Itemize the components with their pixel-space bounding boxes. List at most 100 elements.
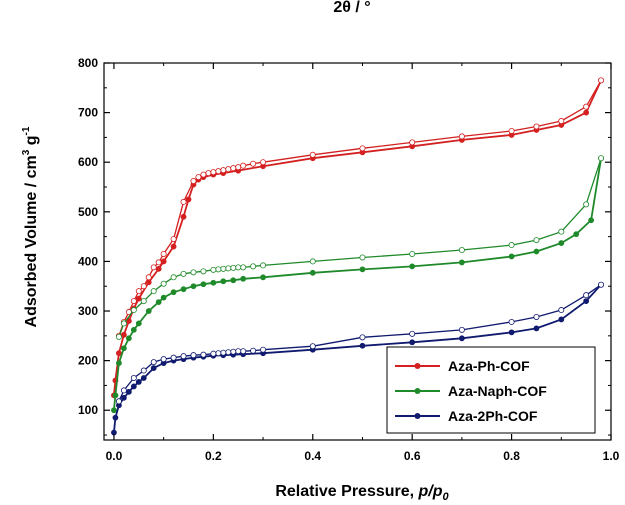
desorption-point-aza-ph-cof	[170, 236, 177, 243]
y-axis-title-superscript-minus1: -1	[21, 126, 32, 135]
desorption-point-aza-2ph-cof	[115, 398, 122, 405]
desorption-point-aza-2ph-cof	[359, 334, 366, 341]
desorption-point-aza-ph-cof	[235, 164, 242, 171]
desorption-point-aza-naph-cof	[130, 307, 137, 314]
desorption-point-aza-2ph-cof	[190, 352, 197, 359]
top-cutoff-label: 2θ / °	[333, 0, 370, 16]
x-tick-label: 0.8	[503, 449, 520, 463]
desorption-point-aza-ph-cof	[533, 123, 540, 130]
desorption-point-aza-naph-cof	[309, 258, 316, 265]
adsorption-point-aza-naph-cof	[135, 320, 142, 327]
adsorption-point-aza-naph-cof	[458, 259, 465, 266]
desorption-point-aza-naph-cof	[250, 263, 257, 270]
desorption-point-aza-2ph-cof	[130, 374, 137, 381]
adsorption-point-aza-naph-cof	[309, 269, 316, 276]
desorption-point-aza-naph-cof	[180, 270, 187, 277]
desorption-point-aza-naph-cof	[583, 201, 590, 208]
desorption-point-aza-naph-cof	[120, 320, 127, 327]
y-tick-label: 600	[78, 155, 98, 169]
adsorption-point-aza-naph-cof	[240, 275, 247, 282]
desorption-point-aza-ph-cof	[190, 178, 197, 185]
axes: 0.0 0.2 0.4 0.6 0.8 1.0 100 200 300 400 500 600 700 8…	[78, 56, 620, 463]
adsorption-point-aza-ph-cof	[170, 243, 177, 250]
legend-swatch-marker	[414, 388, 421, 394]
adsorption-point-aza-naph-cof	[190, 283, 197, 290]
legend-label: Aza-Ph-COF	[448, 358, 530, 374]
adsorption-point-aza-2ph-cof	[120, 394, 127, 401]
adsorption-point-aza-ph-cof	[120, 331, 127, 338]
legend-label: Aza-2Ph-COF	[448, 408, 538, 424]
desorption-point-aza-naph-cof	[170, 274, 177, 281]
adsorption-point-aza-2ph-cof	[125, 388, 132, 395]
desorption-point-aza-2ph-cof	[260, 346, 267, 353]
desorption-point-aza-naph-cof	[150, 288, 157, 295]
desorption-point-aza-naph-cof	[190, 269, 197, 276]
desorption-point-aza-ph-cof	[125, 309, 132, 316]
adsorption-point-aza-ph-cof	[185, 196, 192, 203]
desorption-point-aza-2ph-cof	[458, 326, 465, 333]
desorption-point-aza-2ph-cof	[215, 350, 222, 357]
desorption-point-aza-naph-cof	[508, 242, 515, 249]
desorption-point-aza-ph-cof	[130, 298, 137, 305]
desorption-point-aza-naph-cof	[598, 155, 605, 162]
x-axis-title-subscript: 0	[443, 491, 450, 503]
x-axis-title-text: Relative Pressure,	[275, 483, 418, 500]
desorption-point-aza-ph-cof	[508, 127, 515, 134]
desorption-point-aza-naph-cof	[359, 254, 366, 261]
adsorption-point-aza-naph-cof	[112, 392, 119, 399]
adsorption-point-aza-naph-cof	[120, 345, 127, 352]
y-axis-title-unit-g: g	[23, 135, 40, 149]
desorption-point-aza-ph-cof	[359, 145, 366, 152]
desorption-point-aza-2ph-cof	[140, 367, 147, 374]
desorption-point-aza-ph-cof	[140, 283, 147, 290]
desorption-point-aza-naph-cof	[160, 280, 167, 287]
adsorption-point-aza-ph-cof	[155, 265, 162, 272]
adsorption-point-aza-ph-cof	[160, 258, 167, 265]
legend: Aza-Ph-COF Aza-Naph-COF Aza-2Ph-COF	[386, 346, 596, 434]
desorption-point-aza-2ph-cof	[180, 353, 187, 360]
adsorption-point-aza-naph-cof	[155, 299, 162, 305]
desorption-point-aza-2ph-cof	[558, 307, 565, 314]
desorption-point-aza-2ph-cof	[200, 351, 207, 358]
y-axis-title-text: Adsorbed Volume / cm	[23, 155, 40, 327]
desorption-point-aza-ph-cof	[200, 171, 207, 178]
x-axis-title: Relative Pressure, p/p0	[275, 483, 449, 503]
adsorption-point-aza-2ph-cof	[533, 325, 540, 332]
y-tick-label: 300	[78, 304, 98, 318]
desorption-point-aza-ph-cof	[155, 259, 162, 266]
x-tick-label: 0.2	[205, 449, 222, 463]
adsorption-point-aza-naph-cof	[111, 407, 117, 414]
plot-area	[111, 77, 605, 436]
legend-swatch-marker	[414, 413, 421, 419]
adsorption-point-aza-2ph-cof	[458, 335, 465, 342]
adsorption-point-aza-2ph-cof	[558, 316, 565, 323]
adsorption-point-aza-ph-cof	[135, 295, 142, 302]
desorption-point-aza-ph-cof	[180, 198, 187, 205]
adsorption-point-aza-naph-cof	[588, 217, 595, 224]
desorption-point-aza-ph-cof	[260, 159, 267, 166]
adsorption-point-aza-naph-cof	[220, 278, 227, 285]
desorption-point-aza-naph-cof	[210, 266, 217, 273]
adsorption-point-aza-naph-cof	[210, 279, 217, 286]
desorption-point-aza-2ph-cof	[409, 330, 416, 337]
adsorption-point-aza-ph-cof	[583, 109, 590, 116]
adsorption-point-aza-naph-cof	[558, 240, 565, 246]
desorption-point-aza-naph-cof	[260, 262, 267, 269]
x-tick-label: 0.6	[404, 449, 421, 463]
desorption-point-aza-naph-cof	[225, 265, 232, 272]
desorption-point-aza-ph-cof	[195, 174, 202, 181]
desorption-point-aza-naph-cof	[240, 264, 247, 271]
desorption-point-aza-ph-cof	[240, 162, 247, 169]
adsorption-point-aza-2ph-cof	[409, 339, 416, 346]
desorption-point-aza-ph-cof	[220, 167, 227, 174]
adsorption-point-aza-naph-cof	[409, 263, 416, 270]
adsorption-point-aza-2ph-cof	[140, 375, 147, 381]
desorption-point-aza-2ph-cof	[120, 387, 127, 394]
adsorption-point-aza-2ph-cof	[359, 342, 366, 349]
desorption-point-aza-2ph-cof	[160, 356, 167, 363]
x-tick-label: 0.0	[106, 449, 123, 463]
adsorption-point-aza-naph-cof	[125, 335, 132, 342]
y-tick-label: 400	[78, 254, 98, 268]
desorption-point-aza-ph-cof	[145, 274, 152, 281]
